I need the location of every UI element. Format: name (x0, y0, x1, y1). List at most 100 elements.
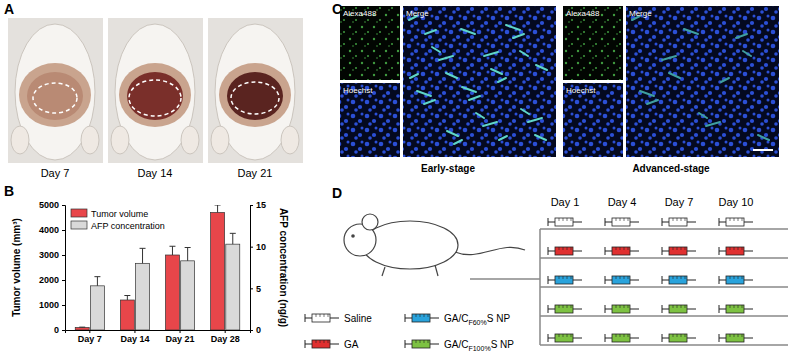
syringe-handle (305, 314, 306, 322)
vessel-signal (424, 100, 435, 104)
syringe-plunger (548, 222, 555, 223)
legend-label-part: Saline (344, 313, 372, 324)
micrograph-inset (340, 83, 400, 157)
syringe-handle (305, 340, 306, 348)
syringe-handle (662, 218, 663, 226)
syringe-graduation (681, 276, 682, 279)
syringe-handle (548, 334, 549, 342)
syringe-graduation (571, 334, 572, 337)
bar (120, 300, 134, 330)
syringe-graduation (681, 218, 682, 221)
figure-svg: ADay 7Day 14Day 21BDay 7Day 14Day 21Day … (0, 0, 798, 361)
syringe-graduation (685, 276, 686, 279)
bar (90, 286, 104, 330)
tick: 0 (250, 325, 261, 335)
syringe-handle (605, 305, 606, 313)
syringe-barrel (612, 247, 630, 255)
channel-label: Hoechst (566, 86, 596, 95)
syringe (548, 305, 582, 313)
tick-mark (62, 255, 65, 256)
syringe-graduation (738, 247, 739, 250)
vessel-signal (469, 96, 480, 100)
syringe-graduation (328, 340, 329, 343)
vessel-signal (484, 52, 498, 56)
mouse-body (362, 221, 458, 269)
vessel-signal (425, 30, 436, 34)
tick-label: 3000 (39, 250, 59, 260)
tick-mark (62, 305, 65, 306)
day-label: Day 10 (719, 196, 754, 208)
syringe-graduation (685, 305, 686, 308)
mouse-leg (111, 126, 129, 154)
vessel-signal (520, 51, 528, 56)
legend-label-part: S NP (491, 339, 515, 350)
tick-label: Day 28 (211, 334, 240, 344)
mouse-tail (455, 247, 525, 254)
tick-mark (250, 330, 253, 331)
syringe (305, 340, 339, 348)
channel-label: Merge (406, 9, 429, 18)
syringe-graduation (738, 276, 739, 279)
syringe-graduation (624, 218, 625, 221)
syringe-graduation (685, 334, 686, 337)
tick: Day 21 (166, 330, 195, 344)
error-cap (169, 246, 175, 247)
vessel-signal (476, 113, 484, 118)
vessel-signal (410, 74, 418, 78)
syringe-needle (630, 309, 639, 310)
syringe-plunger (305, 318, 312, 319)
tick-mark (89, 330, 90, 333)
syringe-plunger (605, 280, 612, 281)
tick-label: 1000 (39, 300, 59, 310)
tick-mark (250, 247, 253, 248)
syringe-handle (548, 276, 549, 284)
syringe-barrel (669, 334, 687, 342)
syringe-barrel (312, 340, 330, 348)
panel-label: D (332, 185, 342, 201)
syringe-graduation (571, 247, 572, 250)
row-line (540, 286, 788, 288)
syringe-needle (744, 309, 753, 310)
legend-label: GA/CF60%S NP (444, 313, 510, 326)
tick-mark (62, 230, 65, 231)
syringe-barrel (612, 218, 630, 226)
syringe-needle (687, 222, 696, 223)
micrograph-inset (340, 6, 400, 80)
vessel-signal (743, 51, 751, 56)
caption: Day 14 (138, 167, 173, 179)
day-label: Day 1 (551, 196, 580, 208)
syringe-graduation (324, 314, 325, 317)
vessel-signal (483, 122, 497, 126)
syringe-graduation (324, 340, 325, 343)
mouse-eye (351, 234, 355, 238)
syringe-graduation (734, 276, 735, 279)
syringe-barrel (726, 305, 744, 313)
y2-axis: 051015 (250, 200, 266, 335)
syringe-graduation (742, 305, 743, 308)
vessel-signal (535, 135, 546, 140)
syringe-needle (744, 251, 753, 252)
syringe-plunger (719, 309, 726, 310)
syringe-graduation (677, 247, 678, 250)
syringe-barrel (669, 305, 687, 313)
tick-mark (62, 205, 65, 206)
tick: 2000 (39, 275, 65, 285)
syringe-handle (548, 218, 549, 226)
syringe-handle (605, 247, 606, 255)
syringe-barrel (726, 218, 744, 226)
syringe-graduation (673, 276, 674, 279)
micrograph-inset (563, 83, 623, 157)
syringe-handle (405, 340, 406, 348)
syringe-needle (573, 309, 582, 310)
tick: Day 28 (211, 330, 240, 344)
syringe-needle (744, 222, 753, 223)
axis-line (251, 206, 254, 331)
tick: 0 (54, 325, 65, 335)
syringe-graduation (563, 305, 564, 308)
syringe-graduation (624, 276, 625, 279)
syringe-graduation (685, 218, 686, 221)
syringe-graduation (628, 247, 629, 250)
legend-label: GA/CF100%S NP (444, 339, 514, 352)
syringe-graduation (738, 305, 739, 308)
syringe-plunger (405, 318, 412, 319)
